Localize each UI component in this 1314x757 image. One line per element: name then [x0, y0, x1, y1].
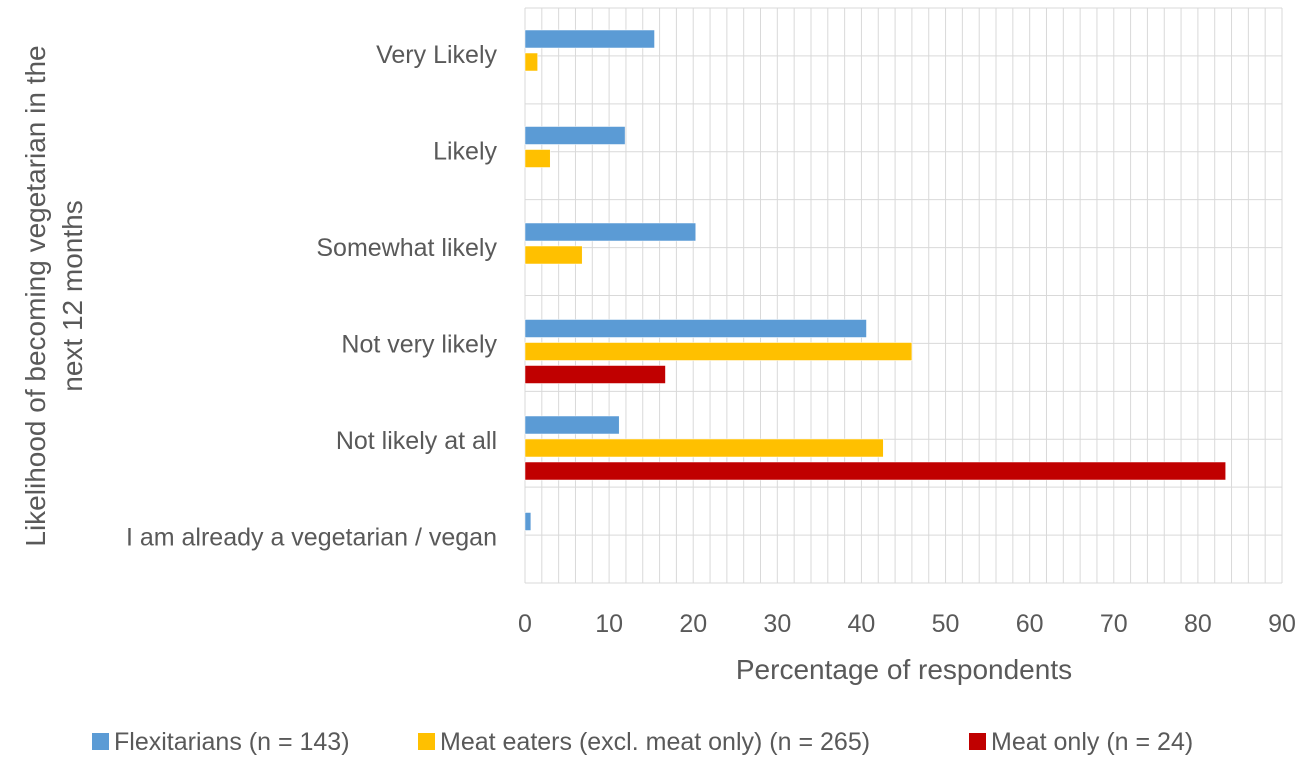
category-label: Somewhat likely	[316, 234, 497, 262]
x-tick-labels: 0 10 20 30 40 50 60 70 80 90	[518, 610, 1296, 638]
x-tick-label: 70	[1100, 610, 1128, 638]
category-label: I am already a vegetarian / vegan	[126, 524, 497, 552]
bar	[524, 319, 867, 338]
x-tick-label: 40	[848, 610, 876, 638]
y-axis-title-line: Likelihood of becoming vegetarian in the	[20, 45, 51, 546]
x-tick-label: 90	[1268, 610, 1296, 638]
bar	[524, 245, 583, 265]
bar	[524, 438, 884, 458]
x-tick-label: 30	[763, 610, 791, 638]
category-label: Likely	[433, 138, 497, 166]
bar	[524, 126, 626, 145]
x-tick-label: 20	[679, 610, 707, 638]
category-label: Not very likely	[341, 331, 497, 359]
category-labels: Very Likely Likely Somewhat likely Not very…	[126, 41, 498, 552]
bar	[524, 512, 532, 531]
y-axis-title: Likelihood of becoming vegetarian in the…	[20, 45, 88, 546]
legend-swatch	[418, 733, 435, 750]
bar	[524, 29, 655, 49]
category-label: Very Likely	[376, 41, 497, 69]
bar	[524, 461, 1226, 481]
legend-label: Flexitarians (n = 143)	[114, 728, 350, 756]
bar	[524, 149, 551, 168]
bars	[524, 29, 1226, 531]
x-tick-label: 80	[1184, 610, 1212, 638]
x-tick-label: 10	[595, 610, 623, 638]
legend-label: Meat eaters (excl. meat only) (n = 265)	[440, 728, 870, 756]
x-tick-label: 0	[518, 610, 532, 638]
bar	[524, 222, 696, 242]
bar	[524, 52, 538, 72]
legend: Flexitarians (n = 143) Meat eaters (excl.…	[92, 728, 1193, 756]
x-tick-label: 60	[1016, 610, 1044, 638]
x-axis-title: Percentage of respondents	[736, 654, 1072, 685]
legend-swatch	[969, 733, 986, 750]
legend-label: Meat only (n = 24)	[991, 728, 1193, 756]
legend-swatch	[92, 733, 109, 750]
grid	[524, 7, 1283, 584]
category-label: Not likely at all	[336, 427, 497, 455]
bar	[524, 365, 666, 384]
x-tick-label: 50	[932, 610, 960, 638]
y-axis-title-line: next 12 months	[57, 200, 88, 391]
bar	[524, 342, 913, 361]
bar	[524, 415, 620, 435]
